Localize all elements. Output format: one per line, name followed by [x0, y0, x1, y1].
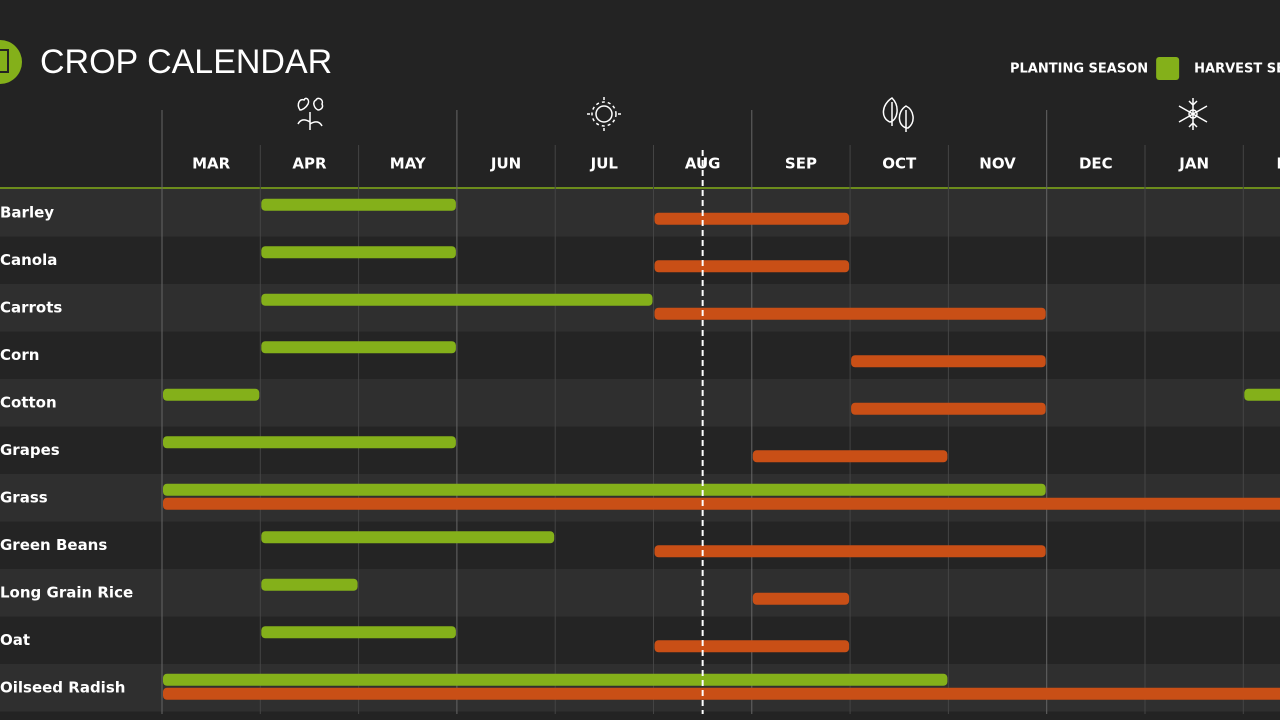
row-label: Oat [0, 631, 30, 649]
season-bar [261, 246, 456, 259]
season-bar [851, 402, 1046, 415]
season-bar [752, 592, 850, 605]
season-bar [654, 212, 850, 225]
row-label: Corn [0, 346, 39, 364]
season-bar [851, 355, 1046, 368]
row-band [0, 569, 1280, 617]
season-bar [261, 531, 555, 544]
season-bar [261, 341, 456, 354]
summer-icon [587, 97, 621, 131]
season-bar [163, 673, 948, 686]
season-bar [1244, 388, 1280, 401]
season-bar [654, 260, 850, 273]
row-band [0, 331, 1280, 379]
legend-swatch [1156, 57, 1180, 80]
row-label: Green Beans [0, 536, 107, 554]
season-bar [752, 450, 948, 463]
row-label: Oilseed Radish [0, 678, 125, 696]
month-label: SEP [785, 155, 817, 173]
season-bar [654, 640, 850, 653]
row-band [0, 284, 1280, 332]
row-label: Carrots [0, 298, 62, 316]
month-label: JAN [1178, 155, 1209, 173]
row-label: Long Grain Rice [0, 583, 133, 601]
row-band [0, 426, 1280, 474]
season-bar [163, 483, 1046, 496]
logo-glyph [0, 49, 9, 73]
season-bar [163, 388, 260, 401]
season-bar [261, 578, 358, 591]
grid: MARAPRMAYJUNJULAUGSEPOCTNOVDECJANFEB [161, 110, 1280, 714]
season-bar [163, 687, 1280, 700]
row-band [0, 521, 1280, 569]
month-label: DEC [1079, 155, 1113, 173]
row-band [0, 616, 1280, 664]
season-bar [261, 626, 456, 639]
chart-title: CROP CALENDAR [40, 43, 332, 81]
legend-label: HARVEST SEASON [1194, 62, 1280, 77]
autumn-icon [882, 97, 914, 132]
row-label: Grass [0, 488, 48, 506]
winter-icon [1178, 98, 1208, 130]
season-bar [163, 497, 1280, 510]
row-band [0, 189, 1280, 237]
month-label: JUL [590, 155, 619, 173]
row-label: Grapes [0, 441, 60, 459]
row-label: Barley [0, 203, 54, 221]
month-label: MAR [192, 155, 231, 173]
season-bar [163, 436, 456, 449]
month-label: OCT [882, 155, 917, 173]
month-label: NOV [979, 155, 1016, 173]
month-label: MAY [390, 155, 427, 173]
season-bar [261, 293, 653, 306]
season-icons [297, 97, 1208, 132]
row-label: Canola [0, 251, 57, 269]
row-band [0, 236, 1280, 284]
row-band [0, 379, 1280, 427]
legend-label: PLANTING SEASON [1010, 62, 1148, 77]
month-label: APR [292, 155, 327, 173]
season-bar [261, 198, 456, 211]
row-label: Cotton [0, 393, 57, 411]
month-label: FEB [1276, 155, 1280, 173]
rows: Barley Canola Carrots Corn Cotton Grapes Grass… [0, 189, 1280, 712]
season-bar [654, 307, 1046, 320]
spring-icon [297, 97, 324, 130]
month-label: JUN [490, 155, 521, 173]
season-bar [654, 545, 1046, 558]
legend: PLANTING SEASON HARVEST SEASON [1010, 57, 1280, 80]
